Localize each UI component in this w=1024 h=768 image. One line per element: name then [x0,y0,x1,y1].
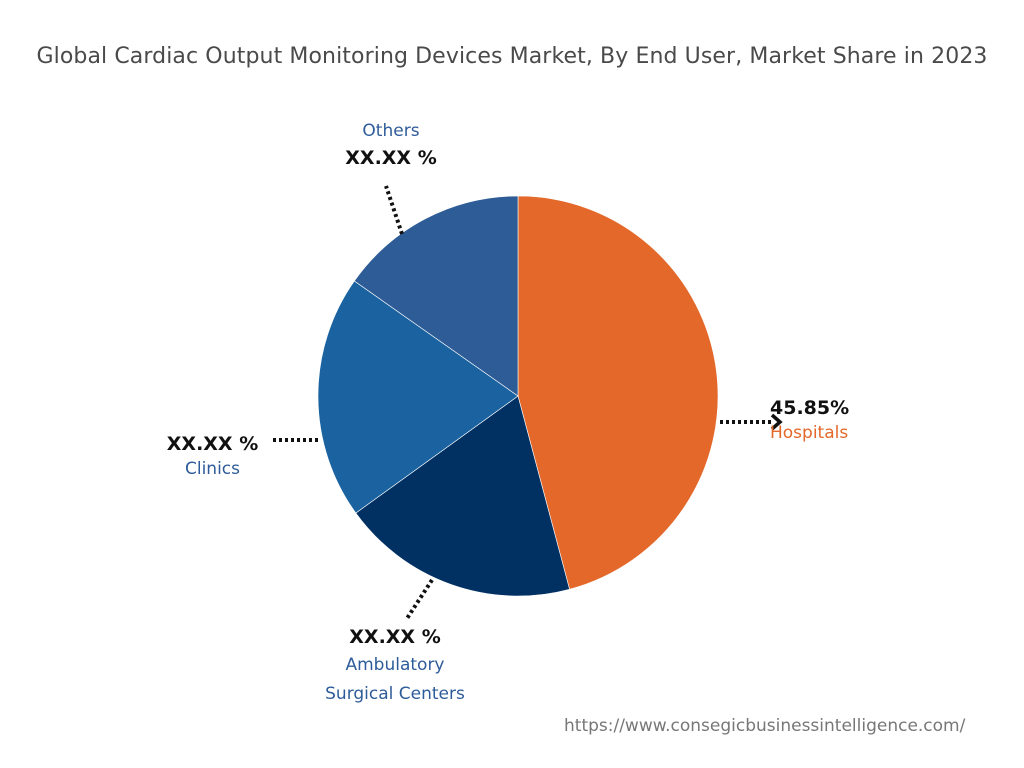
label-hospitals: 45.85% Hospitals [770,397,849,443]
pie-slice-clinics [317,280,519,514]
arrow-head-icon [770,413,783,431]
category-line-1: Ambulatory [345,655,445,675]
value-label-clinics: XX.XX % [166,433,259,455]
label-clinics: XX.XX % Clinics [150,433,275,479]
value-label-others: XX.XX % [345,147,437,169]
leader-line-ambulatory [404,578,434,622]
pie-slice-hospitals [517,195,719,590]
label-others: Others XX.XX % [326,121,456,169]
pie-slice-ambulatory-surgical-centers [355,395,570,597]
category-label-clinics: Clinics [184,459,241,479]
value-label-ambulatory: XX.XX % [349,626,441,648]
category-line-2: Surgical Centers [325,684,465,704]
value-label-hospitals: 45.85% [770,397,850,419]
category-label-hospitals: Hospitals [770,423,849,443]
leader-line-others [384,185,404,235]
category-label-ambulatory: Ambulatory Surgical Centers [300,651,490,709]
pie-slice-others [353,195,519,397]
source-url[interactable]: https://www.consegicbusinessintelligence… [564,716,966,736]
chart-title: Global Cardiac Output Monitoring Devices… [36,44,988,69]
category-label-others: Others [362,121,420,141]
label-ambulatory: XX.XX % Ambulatory Surgical Centers [300,626,490,709]
